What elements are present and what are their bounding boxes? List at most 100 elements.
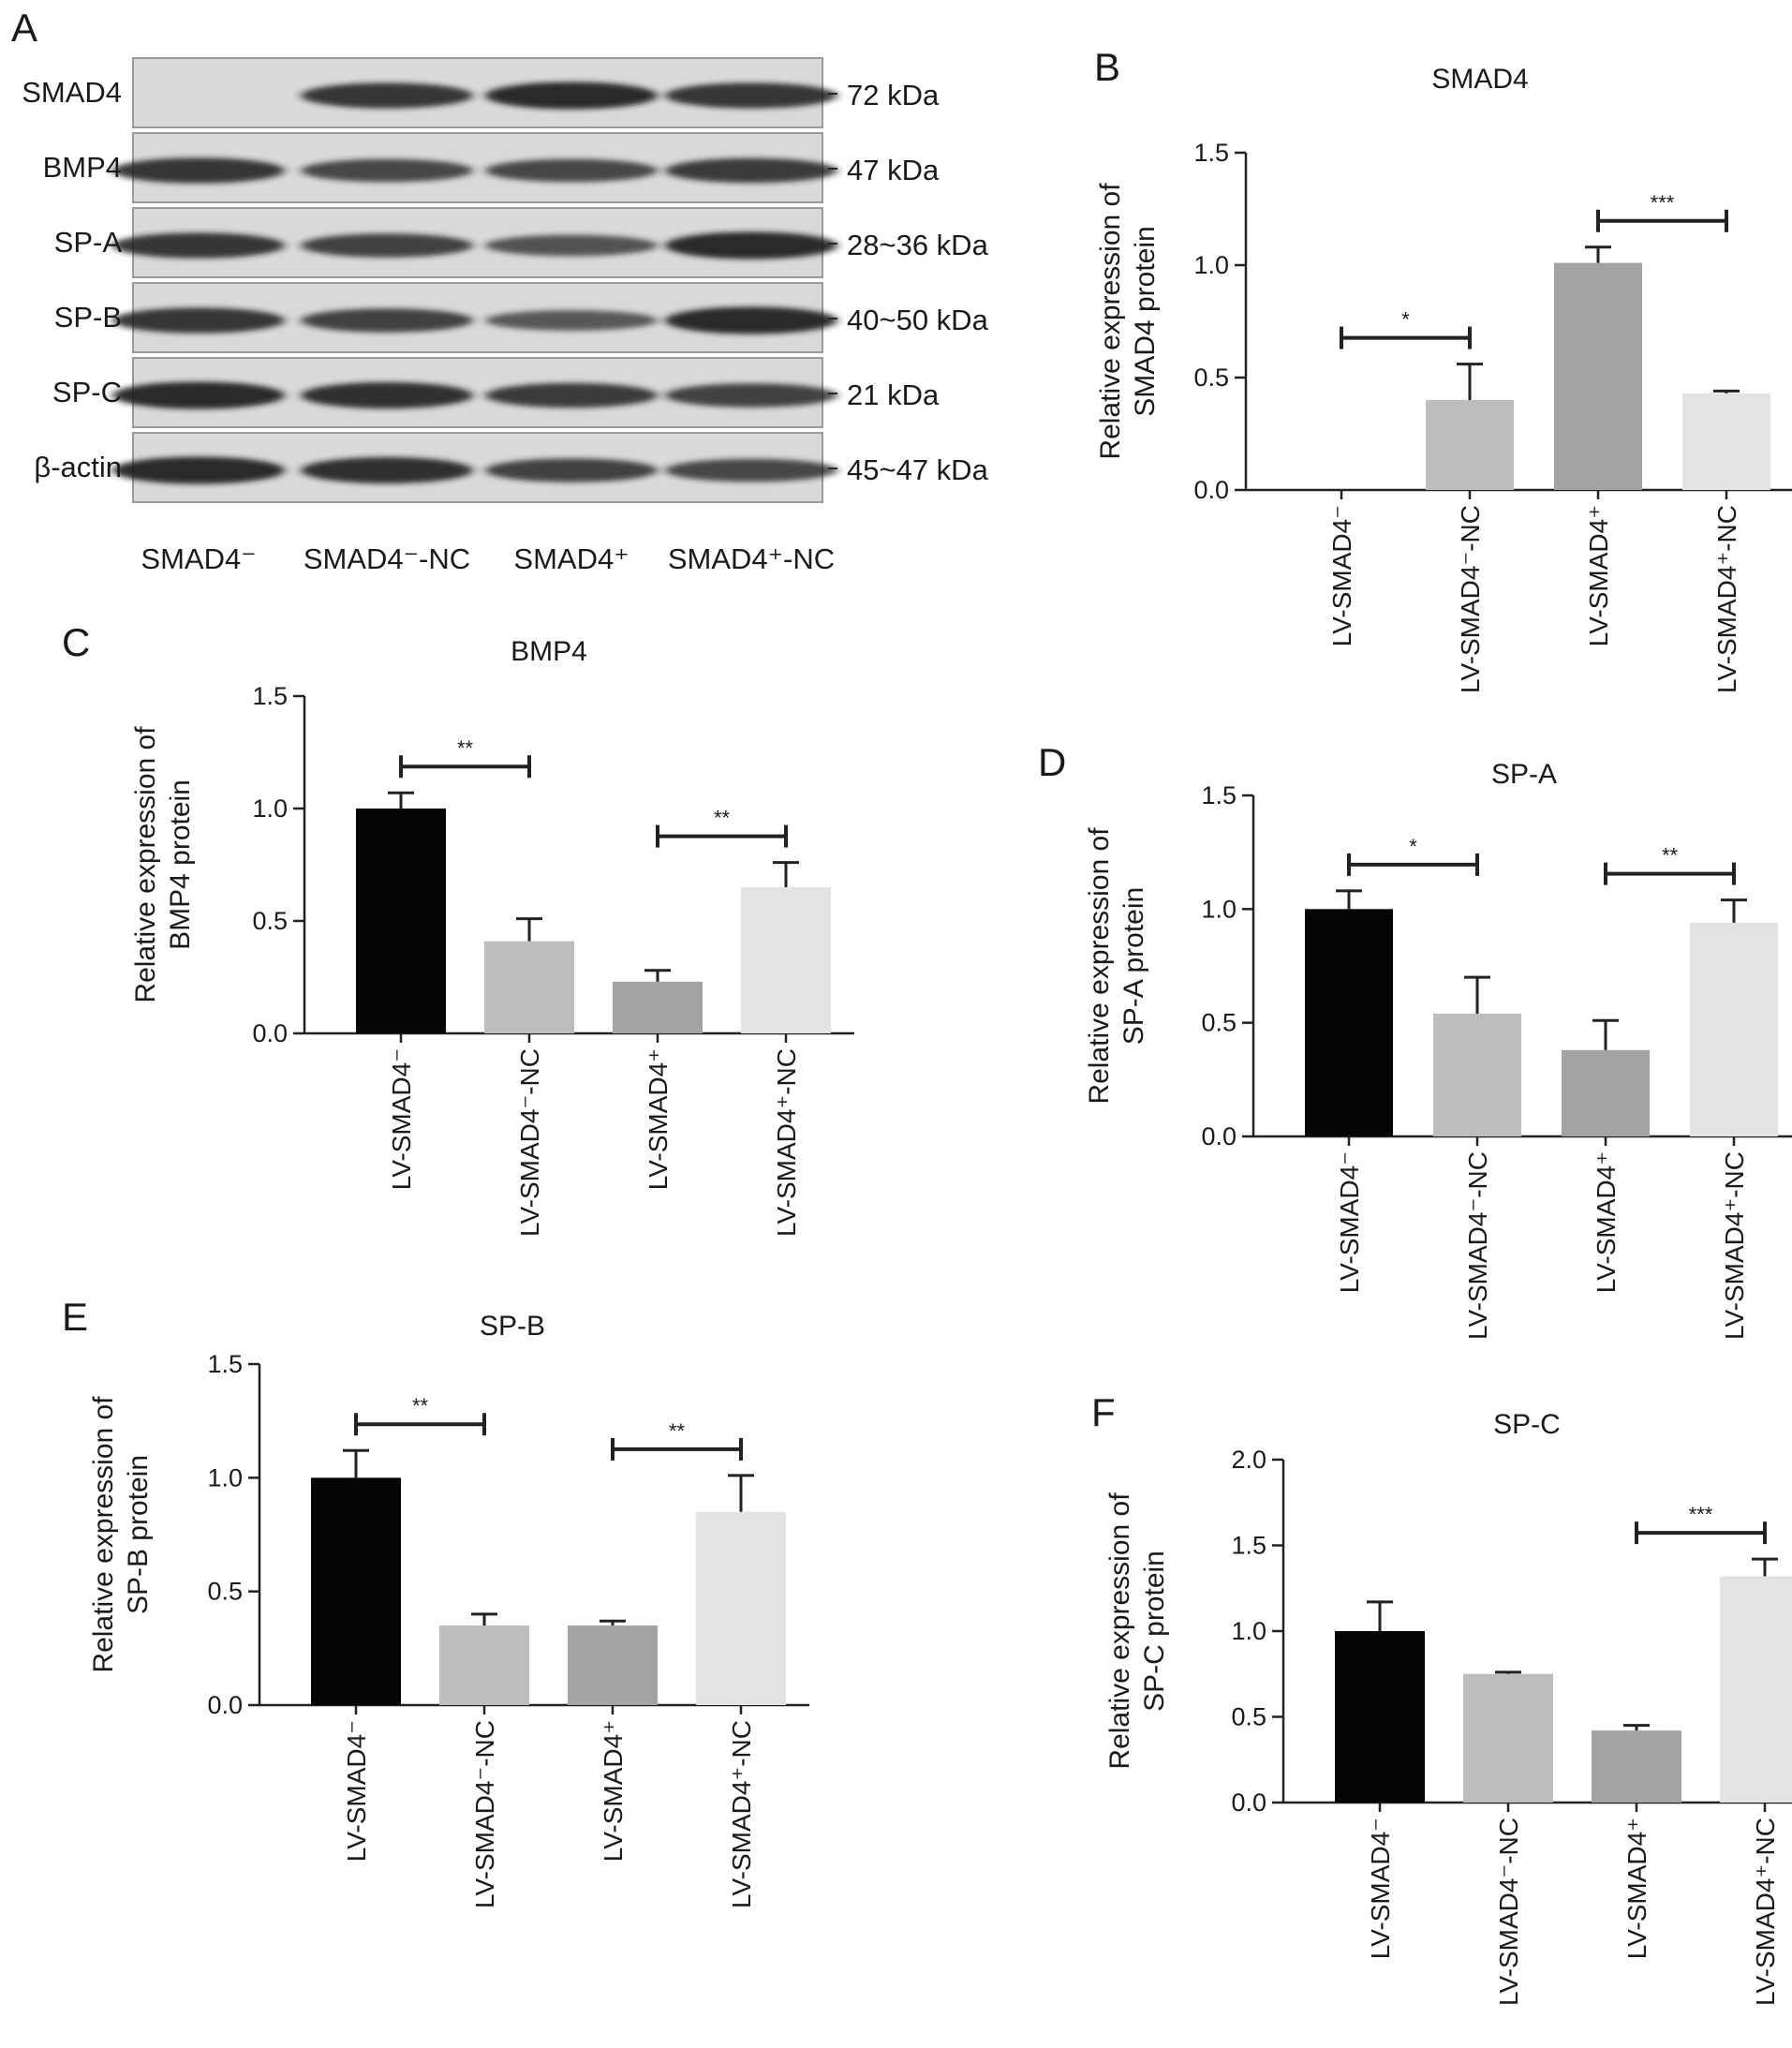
bar-lv-smad4 bbox=[311, 1477, 401, 1705]
panel-letter-f: F bbox=[1091, 1390, 1116, 1434]
bar-lv-smad4 bbox=[1592, 1730, 1681, 1803]
y-axis-label: BMP4 protein bbox=[165, 779, 196, 950]
y-axis-label: SP-B protein bbox=[123, 1455, 154, 1614]
protein-band bbox=[112, 307, 285, 334]
y-tick-label: 0.0 bbox=[207, 1691, 243, 1719]
blot-protein-label: BMP4 bbox=[43, 151, 122, 184]
chart-panel-f: F SP-C Relative expression of SP-C protein 0… bbox=[1091, 1390, 1792, 2006]
y-axis-label: SP-A protein bbox=[1118, 887, 1149, 1045]
protein-band bbox=[665, 82, 837, 109]
category-label: LV-SMAD4⁺ bbox=[1584, 505, 1613, 646]
chart-title: SP-A bbox=[1491, 759, 1557, 790]
bar-lv-smad4 bbox=[356, 809, 446, 1033]
y-tick-label: 1.0 bbox=[252, 794, 288, 823]
chart-title: BMP4 bbox=[511, 636, 587, 667]
bar-lv-smad4-nc bbox=[439, 1625, 529, 1705]
y-axis-label: Relative expression of bbox=[1095, 183, 1126, 460]
protein-band bbox=[485, 234, 658, 257]
category-label: LV-SMAD4⁻ bbox=[387, 1048, 416, 1190]
blot-protein-label: SP-B bbox=[54, 301, 122, 334]
y-axis-label: SMAD4 protein bbox=[1130, 226, 1161, 416]
category-label: LV-SMAD4⁺ bbox=[1622, 1818, 1651, 1959]
panel-letter-e: E bbox=[62, 1295, 88, 1339]
lane-label-2: SMAD4⁻-NC bbox=[304, 542, 470, 575]
protein-band bbox=[112, 456, 285, 484]
y-tick-label: 0.5 bbox=[207, 1578, 243, 1606]
y-tick-label: 0.5 bbox=[1193, 364, 1229, 392]
y-axis-label: Relative expression of bbox=[88, 1396, 119, 1673]
blot-protein-label: SMAD4 bbox=[22, 76, 122, 109]
western-blot-panel: A SMAD4 72 kDa BMP4 47 kDa SP-A 28~36 kDa SP-B… bbox=[11, 6, 989, 575]
category-label: LV-SMAD4⁺-NC bbox=[772, 1048, 801, 1237]
category-label: LV-SMAD4⁻ bbox=[1335, 1151, 1364, 1293]
lane-label-4: SMAD4⁺-NC bbox=[668, 542, 835, 575]
protein-band bbox=[301, 233, 473, 258]
chart-title: SP-C bbox=[1493, 1409, 1561, 1440]
category-label: LV-SMAD4⁺-NC bbox=[1751, 1818, 1780, 2006]
chart-panel-e: E SP-B Relative expression of SP-B protein 0… bbox=[62, 1295, 809, 1908]
y-tick-label: 0.0 bbox=[1231, 1788, 1266, 1817]
blot-protein-label: SP-A bbox=[54, 226, 123, 259]
protein-band bbox=[665, 157, 837, 184]
panel-letter-b: B bbox=[1094, 45, 1120, 89]
panel-letter-a: A bbox=[11, 6, 37, 50]
significance-label: *** bbox=[1651, 191, 1675, 215]
category-label: LV-SMAD4⁻-NC bbox=[470, 1720, 499, 1908]
blot-row-bmp4: BMP4 47 kDa bbox=[43, 132, 940, 203]
y-axis-label: Relative expression of bbox=[1104, 1492, 1135, 1770]
molecular-weight-label: 45~47 kDa bbox=[847, 453, 989, 486]
protein-band bbox=[485, 82, 658, 110]
bar-lv-smad4 bbox=[568, 1625, 658, 1705]
category-label: LV-SMAD4⁻ bbox=[1366, 1818, 1395, 1959]
blot-row-smad4: SMAD4 72 kDa bbox=[22, 57, 940, 128]
chart-panel-d: D SP-A Relative expression of SP-A protein 0… bbox=[1038, 740, 1792, 1340]
significance-label: *** bbox=[1689, 1503, 1713, 1526]
y-tick-label: 0.5 bbox=[1201, 1009, 1237, 1037]
y-tick-label: 1.0 bbox=[1193, 251, 1229, 279]
molecular-weight-label: 72 kDa bbox=[847, 79, 940, 111]
y-tick-label: 1.0 bbox=[207, 1463, 243, 1491]
y-tick-label: 0.5 bbox=[1231, 1703, 1266, 1731]
protein-band bbox=[301, 308, 473, 333]
protein-band bbox=[301, 158, 473, 183]
significance-label: ** bbox=[1662, 844, 1679, 868]
category-label: LV-SMAD4⁻-NC bbox=[1494, 1818, 1523, 2006]
category-label: LV-SMAD4⁻ bbox=[342, 1720, 371, 1862]
bar-lv-smad4-nc bbox=[1463, 1673, 1553, 1803]
protein-band bbox=[112, 381, 285, 409]
y-tick-label: 0.0 bbox=[1193, 476, 1229, 504]
chart-title: SMAD4 bbox=[1431, 64, 1528, 95]
significance-label: ** bbox=[714, 807, 731, 830]
lane-label-3: SMAD4⁺ bbox=[513, 542, 629, 575]
blot-protein-label: β-actin bbox=[34, 451, 122, 483]
y-tick-label: 0.0 bbox=[252, 1019, 288, 1047]
protein-band bbox=[301, 381, 473, 409]
bar-lv-smad4-nc bbox=[696, 1511, 786, 1705]
bar-lv-smad4-nc bbox=[1682, 393, 1770, 490]
blot-row-actin: β-actin 45~47 kDa bbox=[34, 432, 989, 503]
significance-label: ** bbox=[457, 736, 474, 760]
y-axis-label: Relative expression of bbox=[1084, 827, 1115, 1105]
protein-band bbox=[301, 456, 473, 484]
category-label: LV-SMAD4⁻ bbox=[1327, 505, 1356, 646]
bar-lv-smad4 bbox=[613, 981, 703, 1033]
y-tick-label: 1.5 bbox=[207, 1350, 243, 1378]
bar-lv-smad4 bbox=[1305, 909, 1393, 1136]
protein-band bbox=[301, 82, 473, 109]
protein-band bbox=[112, 232, 285, 259]
protein-band bbox=[665, 458, 837, 482]
chart-panel-c: C BMP4 Relative expression of BMP4 protein 0… bbox=[62, 620, 854, 1237]
category-label: LV-SMAD4⁺ bbox=[644, 1048, 673, 1190]
bar-lv-smad4-nc bbox=[741, 887, 831, 1033]
y-tick-label: 1.0 bbox=[1201, 895, 1237, 923]
protein-band bbox=[665, 231, 837, 260]
category-label: LV-SMAD4⁻-NC bbox=[515, 1048, 544, 1237]
y-tick-label: 1.5 bbox=[1193, 139, 1229, 167]
blot-row-sp-b: SP-B 40~50 kDa bbox=[54, 282, 989, 353]
significance-label: ** bbox=[412, 1394, 429, 1417]
y-tick-label: 0.0 bbox=[1201, 1122, 1237, 1150]
panel-letter-c: C bbox=[62, 620, 90, 664]
category-label: LV-SMAD4⁺-NC bbox=[727, 1720, 756, 1908]
blot-row-sp-c: SP-C 21 kDa bbox=[52, 357, 940, 428]
